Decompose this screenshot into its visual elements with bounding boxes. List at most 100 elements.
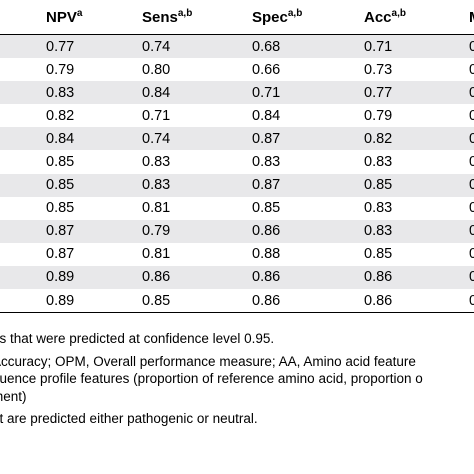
cell-spec: 0.87 <box>250 127 362 151</box>
cell-sens: 0.81 <box>140 242 250 266</box>
cell-sens: 0.83 <box>140 150 250 174</box>
cell-sens: 0.84 <box>140 81 250 105</box>
cell-sens: 0.81 <box>140 196 250 220</box>
cell-spec: 0.86 <box>250 289 362 314</box>
cell-label <box>0 104 44 128</box>
table-row: 0.79 0.80 0.66 0.73 0 <box>0 58 474 82</box>
table-row: 0.770.740.680.710 <box>0 34 474 59</box>
header-acc: Acca,b <box>362 0 467 35</box>
cell-m: 0 <box>467 127 474 151</box>
cell-npv: 0.83 <box>44 81 140 105</box>
table-row: 0.87 0.79 0.86 0.83 0 <box>0 219 474 243</box>
cell-label <box>0 196 44 220</box>
cell-acc: 0.85 <box>362 242 467 266</box>
cell-npv: 0.84 <box>44 127 140 151</box>
header-m: M <box>467 0 474 35</box>
cell-label <box>0 242 44 266</box>
footnote-profile-features-cont: ment) <box>0 388 27 404</box>
cell-m: 0 <box>467 34 474 59</box>
cell-sens: 0.86 <box>140 265 250 290</box>
header-npv: NPVa <box>44 0 140 35</box>
cell-spec: 0.86 <box>250 219 362 243</box>
cell-m: 0 <box>467 81 474 105</box>
cell-npv: 0.85 <box>44 196 140 220</box>
footnote-profile-features: quence profile features (proportion of r… <box>0 371 423 386</box>
cell-spec: 0.68 <box>250 34 362 59</box>
cell-acc: 0.86 <box>362 265 467 290</box>
cell-acc: 0.83 <box>362 219 467 243</box>
cell-m: 0 <box>467 173 474 197</box>
footnote-abbreviations: Accuracy; OPM, Overall performance measu… <box>0 353 416 369</box>
cell-npv: 0.79 <box>44 58 140 82</box>
cell-m: 0 <box>467 219 474 243</box>
cell-label <box>0 173 44 197</box>
cell-label <box>0 150 44 174</box>
cell-spec: 0.71 <box>250 81 362 105</box>
table-header-row: NPVa Sensa,b Speca,b Acca,b M <box>0 0 474 35</box>
cell-label <box>0 81 44 105</box>
cell-spec: 0.86 <box>250 265 362 290</box>
table-body: 0.770.740.680.7100.790.800.660.7300.830.… <box>0 34 474 314</box>
cell-acc: 0.85 <box>362 173 467 197</box>
performance-table: NPVa Sensa,b Speca,b Acca,b M 0.770.740.… <box>0 0 474 314</box>
header-spec: Speca,b <box>250 0 362 35</box>
cell-npv: 0.85 <box>44 173 140 197</box>
cell-spec: 0.87 <box>250 173 362 197</box>
cell-sens: 0.74 <box>140 127 250 151</box>
cell-npv: 0.77 <box>44 34 140 59</box>
cell-acc: 0.73 <box>362 58 467 82</box>
cell-label <box>0 219 44 243</box>
table-row: 0.85 0.83 0.83 0.83 0 <box>0 150 474 174</box>
cell-npv: 0.85 <box>44 150 140 174</box>
cell-m: 0 <box>467 104 474 128</box>
table-row: 0.85 0.83 0.87 0.85 0 <box>0 173 474 197</box>
footnote-confidence: us that were predicted at confidence lev… <box>0 331 275 346</box>
cell-spec: 0.88 <box>250 242 362 266</box>
cell-acc: 0.83 <box>362 150 467 174</box>
cell-label <box>0 289 44 314</box>
cell-acc: 0.79 <box>362 104 467 128</box>
table-row: 0.89 0.86 0.86 0.86 0 <box>0 265 474 290</box>
cell-label <box>0 127 44 151</box>
cell-acc: 0.83 <box>362 196 467 220</box>
cell-sens: 0.83 <box>140 173 250 197</box>
footnote-predicted: at are predicted either pathogenic or ne… <box>0 411 258 426</box>
cell-acc: 0.77 <box>362 81 467 105</box>
cell-sens: 0.80 <box>140 58 250 82</box>
header-cell-0 <box>0 0 44 35</box>
cell-spec: 0.85 <box>250 196 362 220</box>
cell-npv: 0.87 <box>44 219 140 243</box>
header-sens: Sensa,b <box>140 0 250 35</box>
cell-sens: 0.71 <box>140 104 250 128</box>
cell-spec: 0.83 <box>250 150 362 174</box>
cell-npv: 0.89 <box>44 289 140 314</box>
cell-sens: 0.74 <box>140 34 250 59</box>
cell-npv: 0.87 <box>44 242 140 266</box>
cell-acc: 0.71 <box>362 34 467 59</box>
cell-m: 0 <box>467 289 474 314</box>
cell-m: 0 <box>467 58 474 82</box>
cell-npv: 0.89 <box>44 265 140 290</box>
table-footnotes: us that were predicted at confidence lev… <box>0 330 474 428</box>
cell-label <box>0 58 44 82</box>
table-row: 0.83 0.84 0.71 0.77 0 <box>0 81 474 105</box>
cell-acc: 0.82 <box>362 127 467 151</box>
table-row: 0.85 0.81 0.85 0.83 0 <box>0 196 474 220</box>
table-row: 0.82 0.71 0.84 0.79 0 <box>0 104 474 128</box>
cell-acc: 0.86 <box>362 289 467 314</box>
table-row: 0.890.850.860.860 <box>0 289 474 314</box>
cell-label <box>0 34 44 59</box>
cell-npv: 0.82 <box>44 104 140 128</box>
cell-label <box>0 265 44 290</box>
table-row: 0.84 0.74 0.87 0.82 0 <box>0 127 474 151</box>
cell-m: 0 <box>467 196 474 220</box>
cell-spec: 0.66 <box>250 58 362 82</box>
cell-spec: 0.84 <box>250 104 362 128</box>
cell-sens: 0.79 <box>140 219 250 243</box>
cell-m: 0 <box>467 242 474 266</box>
cell-sens: 0.85 <box>140 289 250 314</box>
table-row: 0.87 0.81 0.88 0.85 0 <box>0 242 474 266</box>
cell-m: 0 <box>467 150 474 174</box>
cell-m: 0 <box>467 265 474 290</box>
